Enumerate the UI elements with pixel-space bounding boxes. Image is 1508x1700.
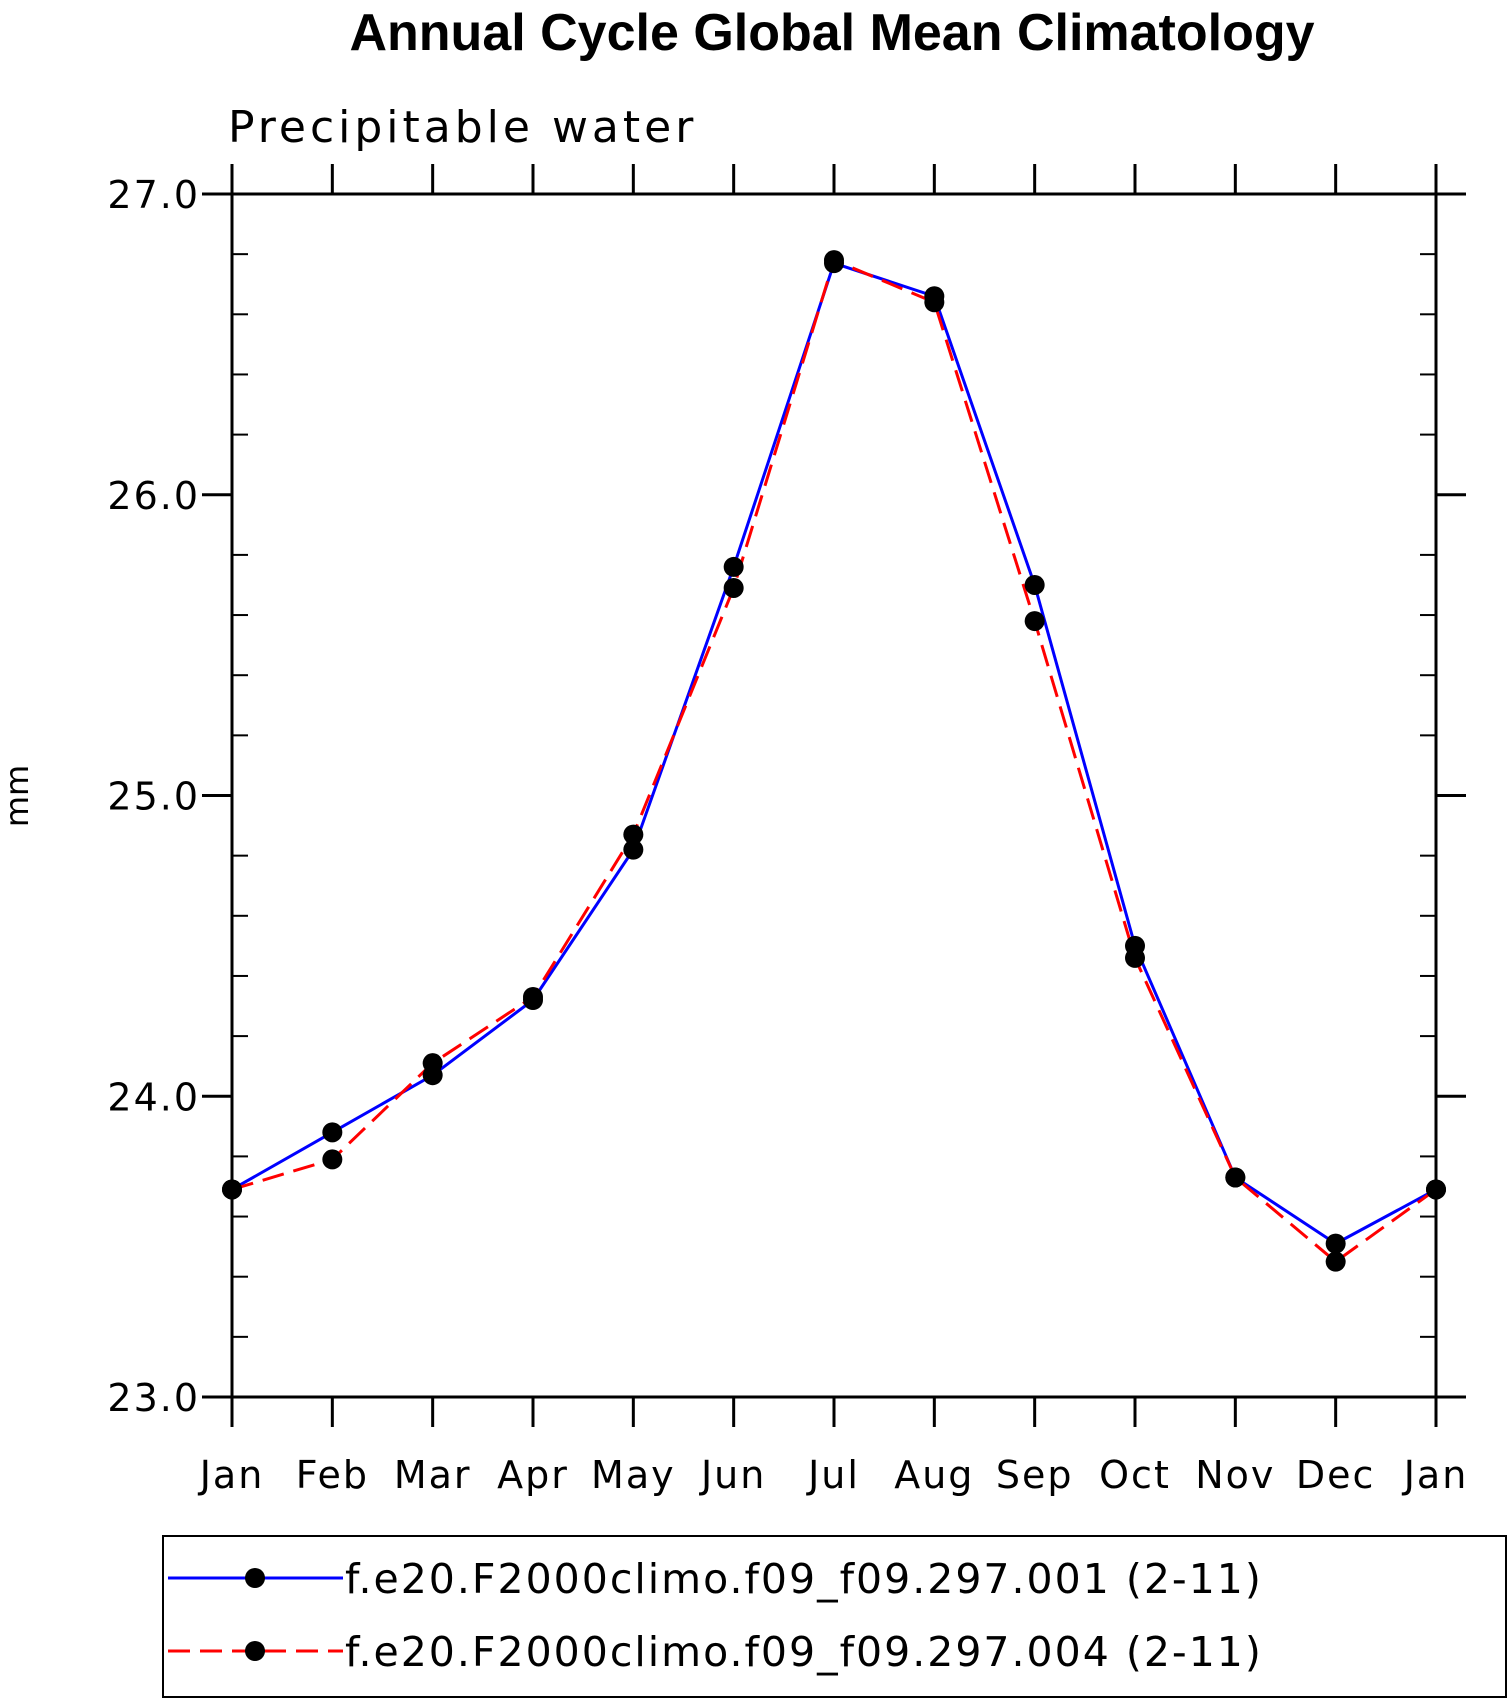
x-tick-label: Oct [1099, 1453, 1171, 1497]
series-line-2 [231, 258, 1437, 1264]
data-point-series-2 [723, 577, 744, 598]
x-tick-label: Aug [894, 1453, 974, 1497]
data-point-series-1 [322, 1122, 343, 1143]
x-tick-label: Jan [198, 1453, 265, 1497]
y-tick-label: 25.0 [107, 775, 200, 819]
data-point-series-2 [1325, 1251, 1346, 1272]
x-tick-label: Nov [1195, 1453, 1275, 1497]
x-tick-label: Jan [1402, 1453, 1469, 1497]
y-tick-label: 23.0 [107, 1376, 200, 1420]
legend-label-series-1: f.e20.F2000climo.f09_f09.297.001 (2-11) [345, 1555, 1263, 1603]
x-tick-label: Mar [394, 1453, 472, 1497]
x-tick-label: Jul [806, 1453, 860, 1497]
legend-box [162, 1535, 1507, 1698]
data-point-series-1 [723, 556, 744, 577]
data-point-series-2 [1125, 947, 1145, 968]
x-axis-ticks: Jan Feb Mar Apr May Jun Jul Aug Sep Oct Nov Dec Jan [198, 164, 1469, 1497]
x-tick-label: Sep [996, 1453, 1074, 1497]
data-point-series-2 [623, 824, 644, 845]
y-tick-label: 27.0 [107, 173, 200, 217]
chart-subtitle: Precipitable water [228, 102, 697, 153]
x-tick-label: Dec [1296, 1453, 1376, 1497]
y-tick-label: 26.0 [107, 474, 200, 518]
x-tick-label: Apr [497, 1453, 569, 1497]
x-tick-label: Feb [296, 1453, 369, 1497]
data-point-series-2 [824, 250, 844, 271]
data-point-series-2 [1426, 1179, 1446, 1200]
y-tick-label: 24.0 [107, 1075, 200, 1119]
data-point-series-2 [222, 1179, 242, 1200]
legend: f.e20.F2000climo.f09_f09.297.001 (2-11) … [162, 1535, 1507, 1698]
data-point-series-2 [1024, 611, 1045, 632]
y-axis-ticks: 23.0 24.0 25.0 26.0 27.0 [107, 173, 1466, 1420]
series-line-1 [231, 261, 1437, 1246]
chart-title: Annual Cycle Global Mean Climatology [349, 4, 1314, 62]
y-axis-label: mm [0, 765, 36, 827]
legend-label-series-2: f.e20.F2000climo.f09_f09.297.004 (2-11) [345, 1628, 1263, 1676]
x-tick-label: Jun [699, 1453, 766, 1497]
legend-marker-series-1 [245, 1568, 265, 1588]
data-point-series-2 [322, 1149, 343, 1170]
data-point-series-1 [623, 839, 644, 860]
data-point-series-2 [523, 987, 543, 1008]
data-point-series-2 [924, 292, 945, 313]
data-point-series-2 [1225, 1167, 1246, 1188]
data-point-series-2 [422, 1053, 443, 1074]
legend-marker-series-2 [245, 1641, 265, 1661]
data-point-series-1 [1024, 574, 1045, 595]
data-point-series-1 [1325, 1233, 1346, 1254]
x-tick-label: May [591, 1453, 676, 1497]
plot-frame [230, 192, 1438, 1399]
series-layer [222, 250, 1446, 1272]
